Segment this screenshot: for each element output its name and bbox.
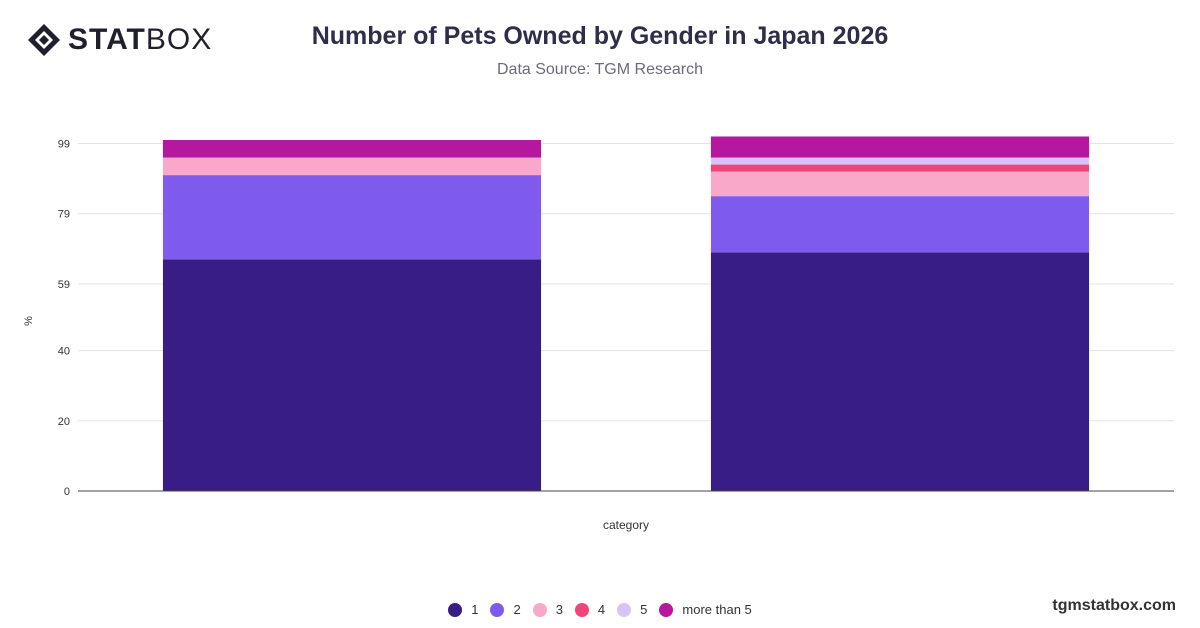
bar-segment <box>710 164 1090 172</box>
bar-segment <box>162 140 542 158</box>
statbox-logo-icon <box>28 24 60 56</box>
legend-swatch <box>574 602 589 617</box>
legend-label: 4 <box>597 602 606 617</box>
legend-item: more than 5 <box>659 602 752 617</box>
legend-label: 1 <box>471 602 479 617</box>
y-tick-label: 40 <box>58 346 70 358</box>
bar-segment <box>710 136 1090 158</box>
y-tick-label: 20 <box>58 416 70 428</box>
bar-segment <box>162 259 542 491</box>
legend-item: 5 <box>617 602 647 617</box>
y-tick-label: 0 <box>64 486 70 498</box>
legend-label: more than 5 <box>682 602 752 617</box>
legend-item: 2 <box>490 602 521 617</box>
logo-wordmark: STATBOX <box>68 22 212 58</box>
legend-item: 3 <box>532 602 563 617</box>
bar-segment <box>710 157 1090 165</box>
bar-segment <box>162 175 542 260</box>
bar-segment <box>710 171 1090 197</box>
legend-swatch <box>532 602 547 617</box>
logo-word-box: BOX <box>145 23 213 56</box>
legend-label: 5 <box>640 602 648 617</box>
y-axis-label: % <box>23 316 35 326</box>
logo-word-stat: STAT <box>68 23 146 56</box>
y-tick-label: 59 <box>58 279 70 291</box>
chart-subtitle: Data Source: TGM Research <box>496 61 703 78</box>
legend-item: 4 <box>574 602 606 617</box>
legend-label: 3 <box>555 602 563 617</box>
legend-swatch <box>448 602 463 617</box>
legend-label: 2 <box>513 602 521 617</box>
legend-swatch <box>617 602 632 617</box>
legend-item: 1 <box>448 602 478 617</box>
bar-segment <box>710 252 1090 491</box>
x-axis-label: category <box>603 518 649 532</box>
brand-url: tgmstatbox.com <box>1052 597 1176 614</box>
legend-swatch <box>659 602 674 617</box>
bar-segment <box>162 157 542 176</box>
legend-swatch <box>490 602 505 617</box>
chart-legend: 1 2 3 4 5 more than 5 <box>0 602 1200 617</box>
chart-title: Number of Pets Owned by Gender in Japan … <box>311 22 889 50</box>
bar-segment <box>710 196 1090 253</box>
y-tick-label: 79 <box>58 209 70 221</box>
statbox-logo: STATBOX <box>26 22 212 58</box>
y-tick-label: 99 <box>58 139 70 151</box>
